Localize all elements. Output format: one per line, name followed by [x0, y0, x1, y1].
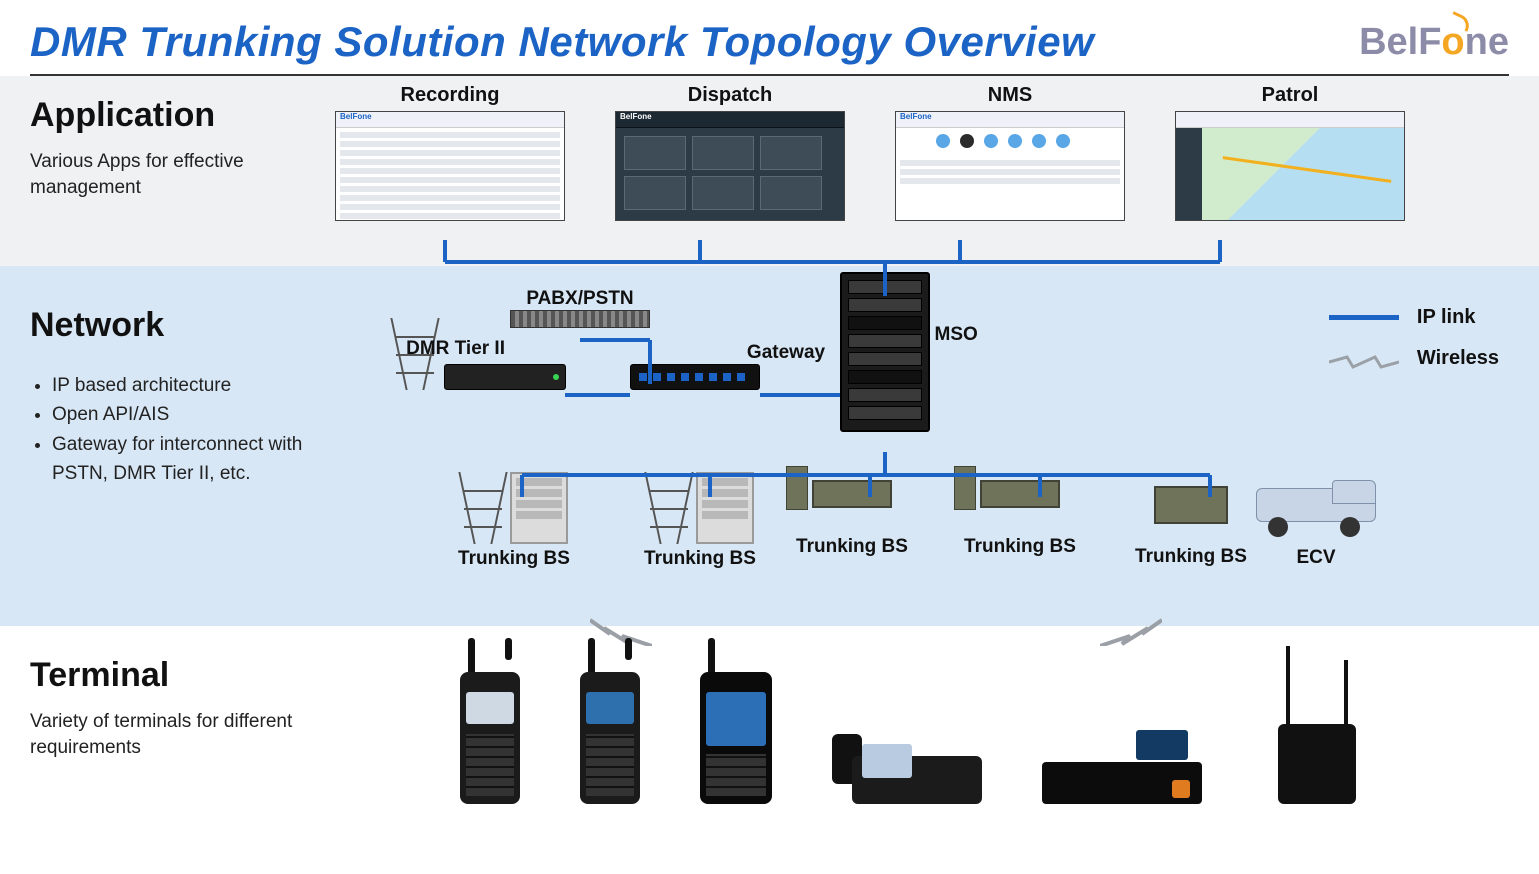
brand-o: o — [1441, 21, 1464, 64]
app-card-patrol: Patrol — [1170, 84, 1410, 221]
legend-wireless-icon — [1329, 352, 1399, 366]
node-bs-0: Trunking BS — [460, 472, 568, 544]
node-ecv: ECV — [1256, 480, 1376, 535]
legend-ip-icon — [1329, 315, 1399, 320]
page-title: DMR Trunking Solution Network Topology O… — [30, 18, 1094, 66]
node-bs-3: Trunking BS — [980, 480, 1060, 508]
brand-logo: BelFone — [1359, 21, 1509, 64]
layer-terminal: Terminal Variety of terminals for differ… — [0, 626, 1539, 846]
network-bullet-2: Gateway for interconnect with PSTN, DMR … — [52, 430, 330, 489]
bs-flat-icon — [980, 480, 1060, 508]
app-card-recording: Recording BelFone — [330, 84, 570, 221]
node-gateway: Gateway — [630, 364, 760, 390]
tower-icon — [646, 472, 692, 544]
dmr-unit-icon — [444, 364, 566, 390]
bs-rack-icon — [696, 472, 754, 544]
network-bullet-0: IP based architecture — [52, 371, 330, 400]
legend-wireless-label: Wireless — [1417, 347, 1499, 370]
legend: IP link Wireless — [1329, 306, 1499, 388]
bs-label-1: Trunking BS — [644, 548, 756, 570]
bs-rack-icon — [510, 472, 568, 544]
node-bs-2: Trunking BS — [812, 480, 892, 508]
application-heading: Application — [30, 96, 330, 135]
terminal-sub: Variety of terminals for different requi… — [30, 709, 330, 760]
terminal-left: Terminal Variety of terminals for differ… — [30, 656, 330, 760]
bs-antenna-icon — [954, 466, 976, 510]
bs-antenna-icon — [786, 466, 808, 510]
bs-label-4: Trunking BS — [1135, 546, 1247, 568]
app-label-nms: NMS — [988, 84, 1032, 107]
node-dmr: DMR Tier II — [392, 318, 566, 390]
terminal-manpack — [1262, 644, 1372, 804]
legend-ip-label: IP link — [1417, 306, 1476, 329]
terminal-mobile-1 — [832, 724, 982, 804]
terminal-handheld-2 — [580, 654, 640, 804]
mso-label: MSO — [935, 324, 978, 346]
ecv-icon — [1256, 480, 1376, 535]
network-bullet-1: Open API/AIS — [52, 400, 330, 429]
brand-prefix: BelF — [1359, 21, 1441, 64]
layer-network: Network IP based architecture Open API/A… — [0, 266, 1539, 626]
network-heading: Network — [30, 306, 330, 345]
node-bs-1: Trunking BS — [646, 472, 754, 544]
gateway-label: Gateway — [747, 342, 825, 364]
app-card-dispatch: Dispatch BelFone — [610, 84, 850, 221]
pabx-label: PABX/PSTN — [526, 288, 633, 310]
application-cards: Recording BelFone Dispatch BelFone — [330, 84, 1410, 221]
terminal-heading: Terminal — [30, 656, 330, 695]
application-left: Application Various Apps for effective m… — [30, 96, 330, 200]
app-screen-patrol — [1175, 111, 1405, 221]
bs-box-icon — [1154, 486, 1228, 524]
mso-rack-icon — [840, 272, 930, 432]
app-screen-recording: BelFone — [335, 111, 565, 221]
legend-row-wireless: Wireless — [1329, 347, 1499, 370]
terminal-handheld-3 — [700, 654, 772, 804]
app-label-recording: Recording — [401, 84, 500, 107]
ecv-label: ECV — [1296, 547, 1335, 569]
header: DMR Trunking Solution Network Topology O… — [0, 0, 1539, 74]
tower-icon — [460, 472, 506, 544]
terminal-row — [460, 644, 1372, 804]
app-screen-nms: BelFone — [895, 111, 1125, 221]
gateway-icon — [630, 364, 760, 390]
app-card-nms: NMS BelFone — [890, 84, 1130, 221]
app-screen-dispatch: BelFone — [615, 111, 845, 221]
application-sub: Various Apps for effective management — [30, 149, 330, 200]
bs-flat-icon — [812, 480, 892, 508]
network-left: Network IP based architecture Open API/A… — [30, 306, 330, 489]
legend-row-ip: IP link — [1329, 306, 1499, 329]
node-bs-4: Trunking BS — [1154, 486, 1228, 524]
terminal-mobile-2 — [1042, 724, 1202, 804]
dmr-label: DMR Tier II — [406, 338, 505, 360]
layer-application: Application Various Apps for effective m… — [0, 76, 1539, 266]
node-mso: MSO — [840, 272, 930, 432]
app-label-dispatch: Dispatch — [688, 84, 772, 107]
network-bullets: IP based architecture Open API/AIS Gatew… — [30, 371, 330, 489]
bs-label-2: Trunking BS — [796, 536, 908, 558]
brand-suffix: ne — [1465, 21, 1509, 64]
bs-label-0: Trunking BS — [458, 548, 570, 570]
app-label-patrol: Patrol — [1262, 84, 1319, 107]
bs-label-3: Trunking BS — [964, 536, 1076, 558]
terminal-handheld-1 — [460, 654, 520, 804]
